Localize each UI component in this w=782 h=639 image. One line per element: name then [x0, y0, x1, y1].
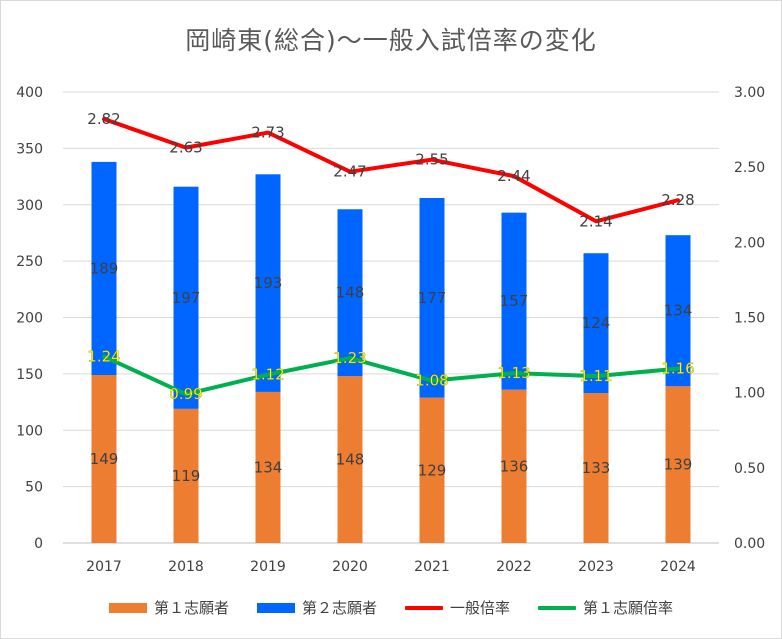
legend-swatch-first-choice [108, 602, 147, 613]
legend-item-general-ratio: 一般倍率 [405, 597, 510, 618]
line-general-ratio [102, 117, 680, 224]
y-right-tick-label: 0.50 [734, 461, 765, 477]
bar-first-choice [91, 375, 117, 543]
bar-first-choice [173, 408, 199, 543]
data-label-second-choice: 148 [336, 284, 365, 302]
x-tick-label: 2022 [496, 559, 532, 575]
data-label-first-choice: 129 [418, 461, 447, 479]
data-label-first-choice-ratio: 0.99 [169, 385, 202, 403]
data-label-second-choice: 177 [418, 289, 447, 307]
data-label-first-choice-ratio: 1.23 [333, 349, 366, 367]
data-label-first-choice: 134 [254, 458, 283, 476]
legend-item-first-choice: 第１志願者 [108, 597, 229, 618]
data-label-first-choice-ratio: 1.11 [579, 367, 612, 385]
y-left-tick-label: 150 [16, 367, 43, 383]
legend-item-second-choice: 第２志願者 [256, 597, 377, 618]
bar-second-choice [337, 209, 363, 377]
x-tick-label: 2020 [332, 559, 368, 575]
legend-swatch-general-ratio [405, 605, 443, 610]
y-left-tick-label: 250 [16, 254, 43, 270]
bar-second-choice [501, 212, 527, 390]
x-tick-label: 2019 [250, 559, 286, 575]
data-label-first-choice-ratio: 1.24 [87, 348, 120, 366]
data-label-first-choice: 148 [336, 451, 365, 469]
bar-second-choice [419, 197, 445, 398]
legend-label-general-ratio: 一般倍率 [450, 599, 511, 617]
legend-label-first-choice: 第１志願者 [153, 599, 229, 617]
data-label-general-ratio: 2.28 [661, 191, 694, 209]
data-label-general-ratio: 2.14 [579, 212, 612, 230]
data-label-second-choice: 124 [582, 314, 611, 332]
y-left-tick-label: 100 [16, 423, 43, 439]
data-label-first-choice: 139 [664, 456, 693, 474]
data-label-general-ratio: 2.73 [251, 124, 284, 142]
y-right-tick-label: 1.00 [734, 386, 765, 402]
y-left-tick-label: 200 [16, 311, 43, 327]
bar-second-choice [583, 253, 609, 394]
bar-first-choice [337, 376, 363, 543]
data-label-general-ratio: 2.63 [169, 139, 202, 157]
data-label-second-choice: 197 [172, 289, 201, 307]
data-label-general-ratio: 2.55 [415, 151, 448, 169]
x-tick-label: 2023 [578, 559, 614, 575]
y-left-tick-label: 300 [16, 198, 43, 214]
data-label-first-choice: 136 [500, 457, 529, 475]
y-left-tick-label: 50 [25, 480, 43, 496]
bar-first-choice [665, 386, 691, 543]
chart-legend: 第１志願者 第２志願者 一般倍率 第１志願倍率 [1, 597, 781, 618]
data-label-second-choice: 189 [90, 259, 119, 277]
data-label-general-ratio: 2.82 [87, 110, 120, 128]
x-tick-label: 2017 [86, 559, 122, 575]
y-left-tick-label: 350 [16, 141, 43, 157]
data-label-general-ratio: 2.44 [497, 167, 530, 185]
y-left-tick-label: 400 [16, 85, 43, 101]
y-left-tick-label: 0 [34, 536, 43, 552]
data-label-first-choice-ratio: 1.16 [661, 360, 694, 378]
data-label-general-ratio: 2.47 [333, 163, 366, 181]
data-label-second-choice: 157 [500, 292, 529, 310]
legend-swatch-first-choice-ratio [538, 605, 577, 610]
data-label-first-choice: 133 [582, 459, 611, 477]
line-first-choice-ratio [102, 354, 680, 397]
bar-second-choice [665, 235, 691, 387]
x-tick-label: 2024 [660, 559, 696, 575]
bar-first-choice [501, 389, 527, 543]
data-label-second-choice: 193 [254, 274, 283, 292]
legend-swatch-second-choice [256, 602, 295, 613]
data-label-first-choice: 119 [172, 467, 201, 485]
y-right-tick-label: 2.00 [734, 235, 765, 251]
data-label-first-choice-ratio: 1.12 [251, 366, 284, 384]
bar-first-choice [419, 397, 445, 543]
bar-first-choice [255, 391, 281, 543]
bar-first-choice [583, 393, 609, 543]
bar-second-choice [91, 161, 117, 376]
data-label-first-choice-ratio: 1.13 [497, 364, 530, 382]
y-right-tick-label: 2.50 [734, 160, 765, 176]
legend-item-first-choice-ratio: 第１志願倍率 [538, 597, 673, 618]
data-label-first-choice: 149 [90, 450, 119, 468]
legend-label-second-choice: 第２志願者 [301, 599, 377, 617]
combo-chart: 149 189 119 197 134 193 148 148 129 177 136 157 133 1… [16, 85, 765, 575]
x-tick-label: 2021 [414, 559, 450, 575]
y-right-tick-label: 3.00 [734, 85, 765, 101]
bar-second-choice [173, 186, 199, 409]
x-tick-label: 2018 [168, 559, 204, 575]
chart-title: 岡崎東(総合)〜一般入試倍率の変化 [185, 26, 597, 55]
y-right-tick-label: 0.00 [734, 536, 765, 552]
bar-second-choice [255, 174, 281, 392]
data-label-second-choice: 134 [664, 302, 693, 320]
y-right-tick-label: 1.50 [734, 311, 765, 327]
data-label-first-choice-ratio: 1.08 [415, 372, 448, 390]
legend-label-first-choice-ratio: 第１志願倍率 [583, 599, 674, 617]
